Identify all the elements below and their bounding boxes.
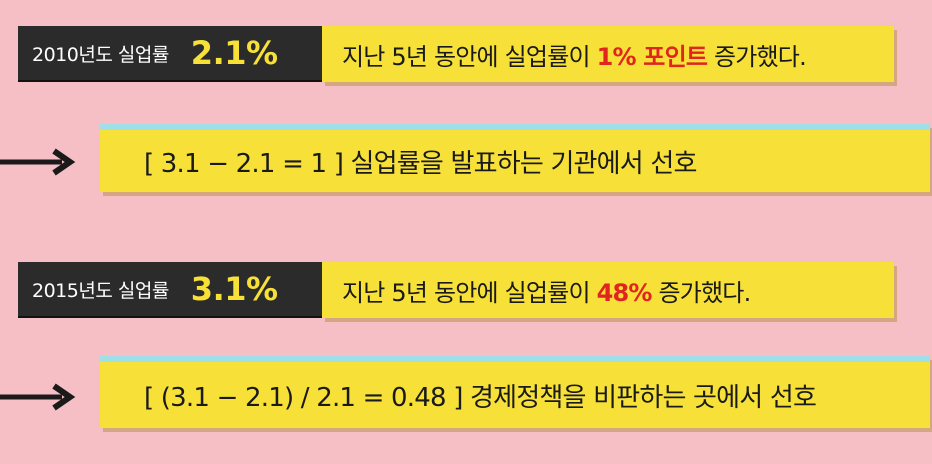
- calculation-box: [ 3.1 − 2.1 = 1 ] 실업률을 발표하는 기관에서 선호: [100, 124, 930, 192]
- year-label-2015: 2015년도 실업률 3.1%: [18, 262, 322, 318]
- arrow-right-icon: [0, 383, 76, 411]
- calculation-box: [ (3.1 − 2.1) / 2.1 = 0.48 ] 경제정책을 비판하는 …: [100, 356, 930, 428]
- calculation-text: [ (3.1 − 2.1) / 2.1 = 0.48 ] 경제정책을 비판하는 …: [144, 382, 817, 413]
- year-label-text: 2010년도 실업률: [32, 43, 169, 66]
- statement-text: 지난 5년 동안에 실업률이 1% 포인트 증가했다.: [342, 42, 807, 71]
- year-label-2010: 2010년도 실업률 2.1%: [18, 26, 322, 82]
- calculation-text: [ 3.1 − 2.1 = 1 ] 실업률을 발표하는 기관에서 선호: [144, 148, 697, 179]
- highlight-text: 1% 포인트: [596, 42, 708, 71]
- year-label-text: 2015년도 실업률: [32, 279, 169, 302]
- unemployment-rate: 3.1%: [190, 270, 278, 308]
- arrow-right-icon: [0, 148, 76, 176]
- statement-box: 지난 5년 동안에 실업률이 1% 포인트 증가했다.: [322, 26, 894, 82]
- statement-box: 지난 5년 동안에 실업률이 48% 증가했다.: [322, 262, 894, 318]
- statement-text: 지난 5년 동안에 실업률이 48% 증가했다.: [342, 278, 751, 307]
- unemployment-rate: 2.1%: [190, 34, 278, 72]
- highlight-text: 48%: [596, 278, 653, 307]
